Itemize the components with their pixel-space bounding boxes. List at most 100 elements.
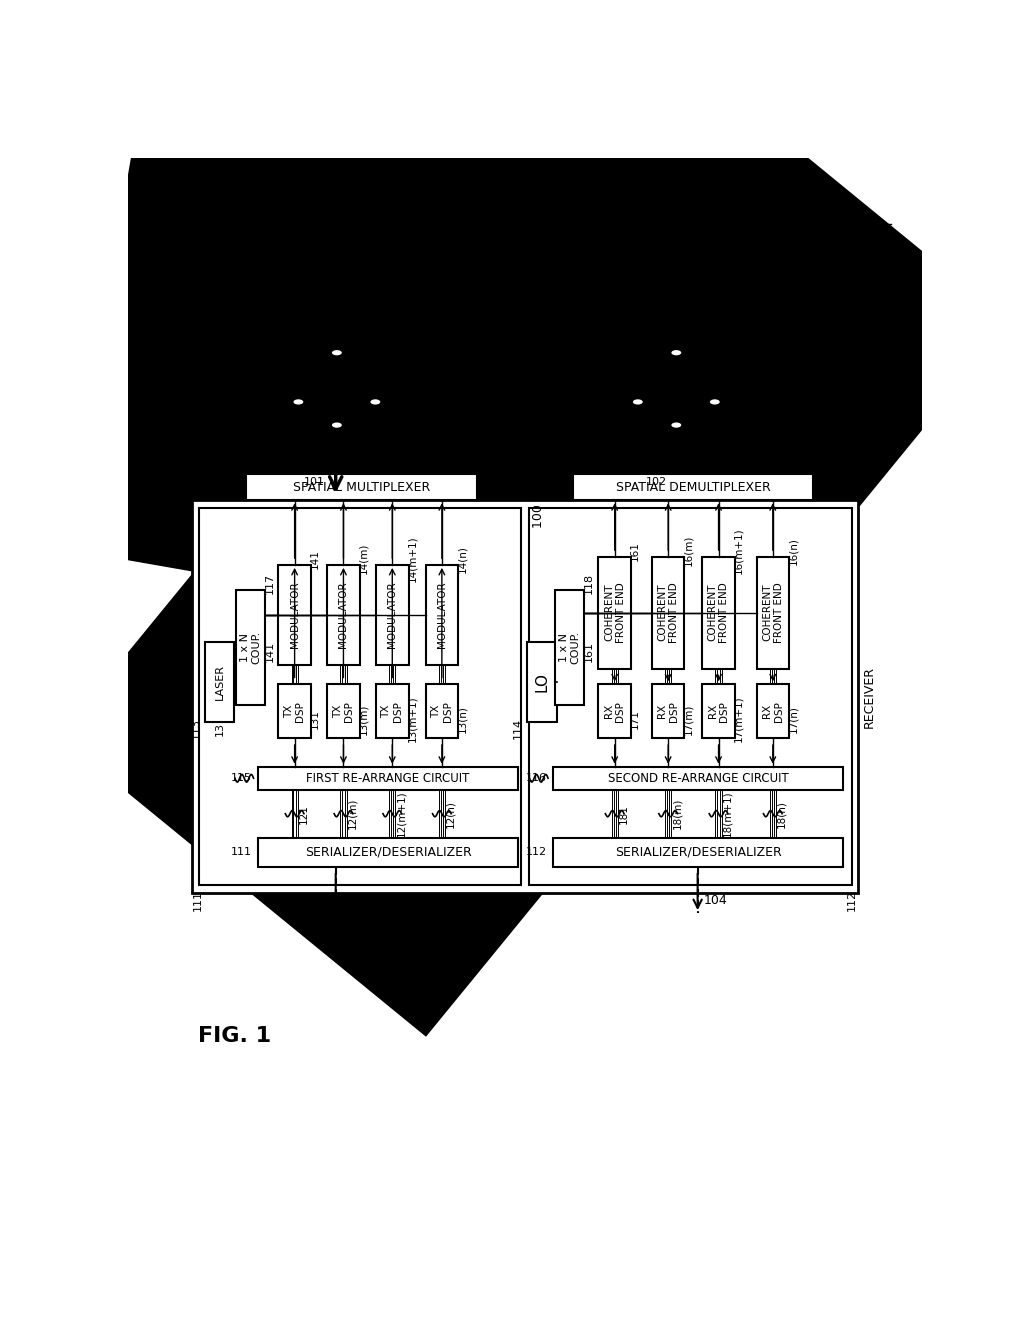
- Bar: [246, 474, 477, 500]
- Bar: [376, 684, 409, 738]
- Text: 161: 161: [584, 640, 594, 661]
- Text: 111: 111: [231, 847, 252, 857]
- Text: MODULATOR: MODULATOR: [339, 582, 348, 648]
- Text: 141: 141: [310, 549, 319, 569]
- Text: 114: 114: [513, 718, 523, 739]
- Text: 112: 112: [847, 890, 857, 911]
- Text: 13: 13: [214, 722, 224, 735]
- Bar: [200, 508, 521, 886]
- Bar: [553, 838, 844, 867]
- Text: SPATIAL DEMULTIPLEXER: SPATIAL DEMULTIPLEXER: [615, 480, 770, 494]
- Text: SERIALIZER/DESERIALIZER: SERIALIZER/DESERIALIZER: [614, 846, 781, 859]
- Bar: [529, 508, 852, 886]
- Bar: [426, 684, 458, 738]
- Text: 18(n): 18(n): [776, 800, 786, 828]
- Text: RECEIVER: RECEIVER: [862, 665, 876, 727]
- Text: 112: 112: [525, 847, 547, 857]
- Bar: [236, 590, 265, 705]
- Text: 16(m+1): 16(m+1): [734, 528, 743, 574]
- Bar: [652, 557, 684, 668]
- Bar: [191, 500, 858, 892]
- Bar: [598, 557, 631, 668]
- Text: 18(m+1): 18(m+1): [722, 791, 732, 837]
- Text: 141: 141: [265, 640, 274, 661]
- Text: 1 x N
COUP.: 1 x N COUP.: [559, 631, 581, 664]
- Text: 116: 116: [525, 774, 547, 783]
- Bar: [757, 684, 790, 738]
- Text: Aug. 13, 2015  Sheet 1 of 6: Aug. 13, 2015 Sheet 1 of 6: [418, 203, 632, 218]
- Text: 14(n): 14(n): [457, 545, 467, 573]
- Text: 16(m): 16(m): [683, 535, 693, 566]
- Bar: [426, 565, 458, 665]
- Text: SECOND RE-ARRANGE CIRCUIT: SECOND RE-ARRANGE CIRCUIT: [607, 772, 788, 785]
- Bar: [279, 684, 311, 738]
- Text: FIG. 1: FIG. 1: [198, 1026, 271, 1047]
- Bar: [757, 557, 790, 668]
- Text: MODULATOR: MODULATOR: [290, 582, 300, 648]
- Bar: [553, 767, 844, 789]
- Text: 14(m+1): 14(m+1): [408, 536, 418, 582]
- Text: 1 x N
COUP.: 1 x N COUP.: [240, 631, 261, 664]
- Text: US 2015/0229438 A1: US 2015/0229438 A1: [697, 203, 861, 218]
- Ellipse shape: [709, 399, 721, 405]
- Text: 118: 118: [584, 573, 594, 594]
- Text: FIRST RE-ARRANGE CIRCUIT: FIRST RE-ARRANGE CIRCUIT: [306, 772, 470, 785]
- Text: 12(m): 12(m): [347, 799, 357, 829]
- Text: 18(m): 18(m): [672, 799, 682, 829]
- Text: 100 TRANSPONDER: 100 TRANSPONDER: [532, 405, 545, 528]
- Text: 16(n): 16(n): [787, 537, 798, 565]
- Text: RX
DSP: RX DSP: [604, 701, 626, 722]
- Text: SERIALIZER/DESERIALIZER: SERIALIZER/DESERIALIZER: [304, 846, 471, 859]
- Text: 131: 131: [310, 709, 319, 729]
- Text: 103: 103: [342, 894, 366, 907]
- Text: 192: 192: [318, 447, 332, 470]
- Bar: [328, 684, 359, 738]
- Bar: [702, 557, 735, 668]
- Bar: [598, 684, 631, 738]
- Text: 181: 181: [618, 804, 629, 824]
- Text: COHERENT
FRONT END: COHERENT FRONT END: [762, 582, 783, 643]
- Text: 193: 193: [660, 447, 674, 470]
- Text: RX
DSP: RX DSP: [762, 701, 783, 722]
- Text: MODULATOR: MODULATOR: [437, 582, 446, 648]
- Bar: [527, 642, 557, 722]
- Text: TX
DSP: TX DSP: [431, 701, 453, 722]
- Text: COHERENT
FRONT END: COHERENT FRONT END: [708, 582, 729, 643]
- Text: LO: LO: [535, 672, 549, 692]
- Text: 12(n): 12(n): [445, 800, 456, 828]
- Text: 13(m+1): 13(m+1): [408, 696, 418, 742]
- Text: 102: 102: [646, 477, 668, 487]
- Ellipse shape: [370, 399, 381, 405]
- Text: 17(n): 17(n): [787, 705, 798, 733]
- Bar: [258, 838, 518, 867]
- Text: 171: 171: [630, 709, 640, 729]
- Text: 13(n): 13(n): [457, 705, 467, 733]
- Text: RX
DSP: RX DSP: [657, 701, 679, 722]
- Ellipse shape: [267, 326, 407, 442]
- Bar: [205, 642, 234, 722]
- Text: 117: 117: [265, 573, 274, 594]
- Text: 113: 113: [190, 718, 201, 739]
- Ellipse shape: [671, 421, 682, 429]
- Text: COHERENT
FRONT END: COHERENT FRONT END: [604, 582, 626, 643]
- Bar: [376, 565, 409, 665]
- Ellipse shape: [632, 399, 644, 405]
- Text: 115: 115: [231, 774, 252, 783]
- Text: 17(m+1): 17(m+1): [734, 696, 743, 742]
- Bar: [652, 684, 684, 738]
- Text: 191: 191: [578, 288, 591, 312]
- Bar: [279, 565, 311, 665]
- Text: MODULATOR: MODULATOR: [387, 582, 397, 648]
- Text: 17(m): 17(m): [683, 704, 693, 735]
- Bar: [258, 767, 518, 789]
- Bar: [702, 684, 735, 738]
- Text: 111: 111: [193, 890, 203, 911]
- Ellipse shape: [331, 350, 343, 356]
- Text: TX
DSP: TX DSP: [382, 701, 403, 722]
- Text: TRANSMITTER: TRANSMITTER: [174, 652, 187, 741]
- Text: TX
DSP: TX DSP: [333, 701, 354, 722]
- Text: 101: 101: [304, 477, 325, 487]
- Text: 12(m+1): 12(m+1): [396, 791, 407, 837]
- Text: 161: 161: [630, 541, 640, 561]
- Text: 14(m): 14(m): [358, 543, 369, 574]
